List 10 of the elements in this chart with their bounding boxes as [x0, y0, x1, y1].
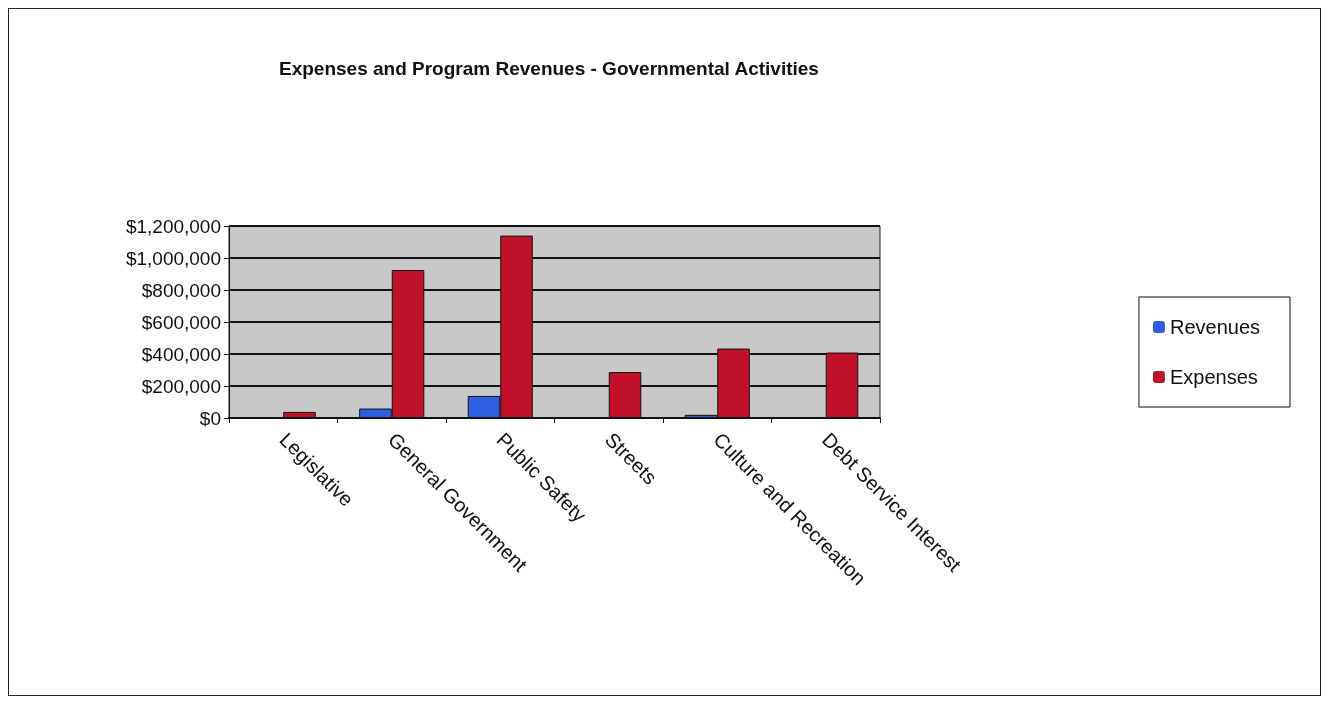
legend-label: Revenues [1169, 316, 1260, 338]
y-tick-label: $400,000 [141, 343, 221, 365]
y-tick-label: $1,000,000 [125, 247, 221, 269]
legend-label: Expenses [1169, 366, 1258, 388]
y-tick-label: $1,200,000 [125, 215, 221, 237]
y-tick-label: $0 [199, 407, 221, 429]
y-tick-label: $600,000 [141, 311, 221, 333]
chart-title: Expenses and Program Revenues - Governmental Activities [279, 58, 819, 79]
y-tick-label: $800,000 [141, 279, 221, 301]
y-tick-label: $200,000 [141, 375, 221, 397]
